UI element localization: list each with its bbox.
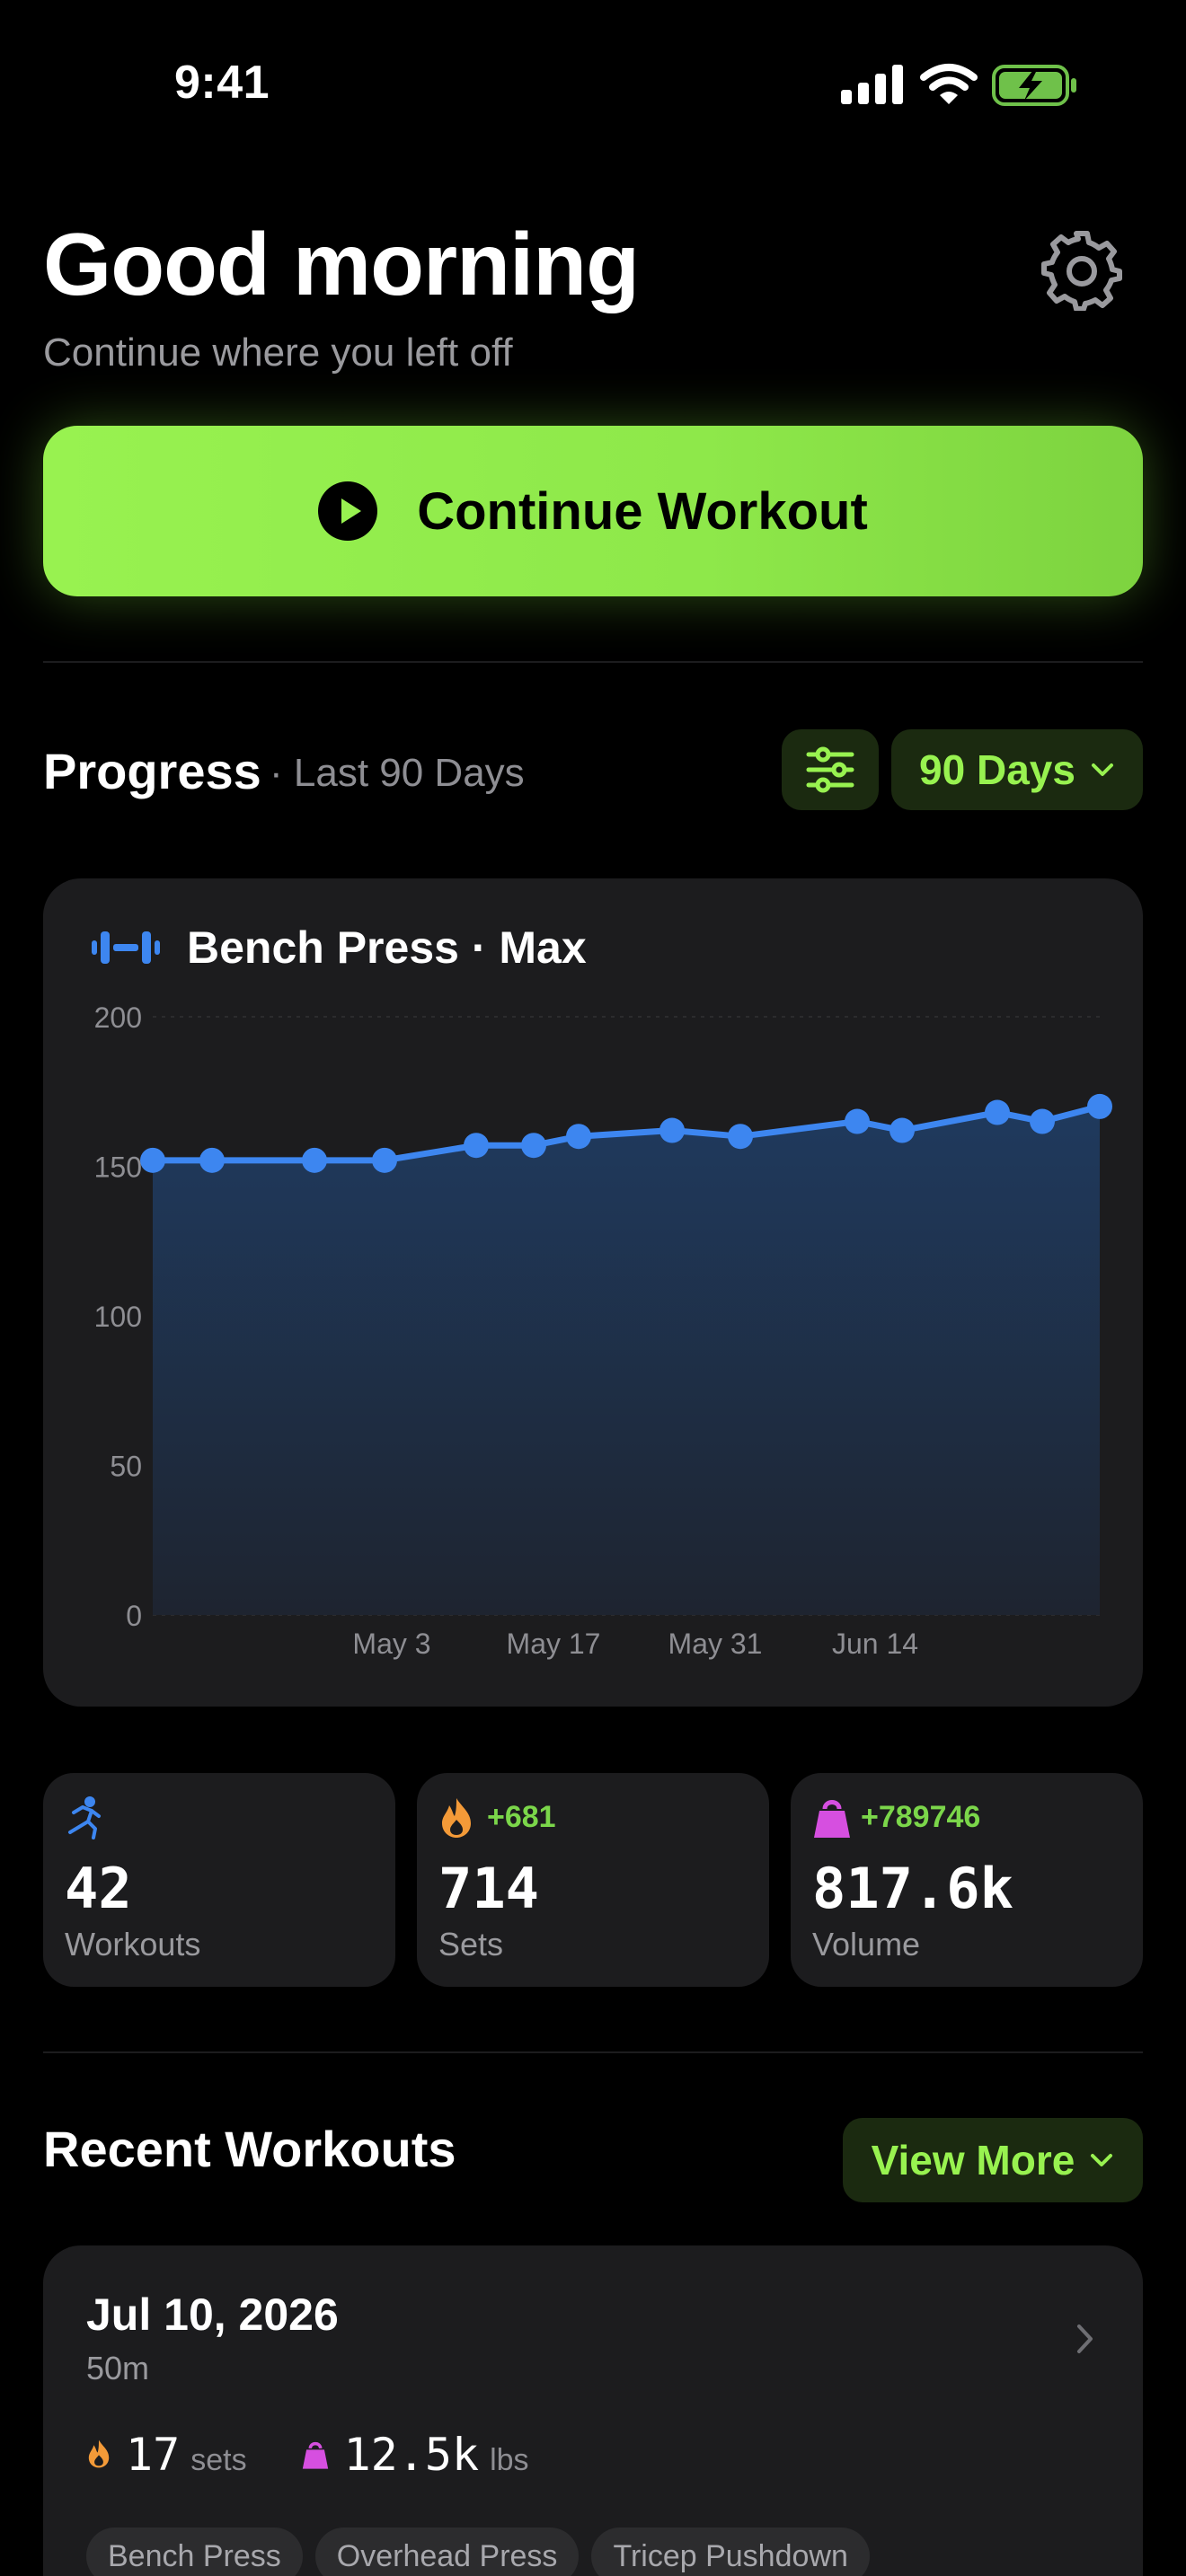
stat-label: Sets xyxy=(438,1926,504,1963)
filter-button[interactable] xyxy=(782,729,879,810)
bench-press-chart: 200 150 100 50 0 May 3 May 17 May 31 Jun 14 xyxy=(94,1001,1112,1660)
data-point[interactable] xyxy=(521,1133,546,1159)
cellular-signal-icon xyxy=(841,65,903,104)
stat-label: Volume xyxy=(812,1926,921,1963)
chevron-down-icon xyxy=(1091,2154,1113,2166)
play-icon xyxy=(318,481,378,541)
chart-area xyxy=(153,1106,1100,1615)
stat-value: 714 xyxy=(438,1856,539,1921)
progress-title: Progress xyxy=(43,743,261,799)
exercise-tag: Overhead Press xyxy=(314,2527,580,2576)
view-more-button[interactable]: View More xyxy=(843,2118,1143,2202)
y-tick-label: 150 xyxy=(94,1151,142,1184)
workout-volume-unit: lbs xyxy=(490,2443,529,2477)
divider xyxy=(43,661,1143,663)
battery-charging-icon xyxy=(992,65,1076,106)
chevron-right-icon[interactable] xyxy=(1075,2321,1096,2357)
view-more-label: View More xyxy=(871,2137,1075,2183)
y-tick-label: 0 xyxy=(126,1600,142,1632)
x-tick-label: May 31 xyxy=(668,1628,763,1660)
range-label: 90 Days xyxy=(919,746,1075,793)
x-tick-label: Jun 14 xyxy=(832,1628,918,1660)
data-point[interactable] xyxy=(1030,1108,1055,1134)
data-point[interactable] xyxy=(464,1133,489,1159)
flame-icon xyxy=(442,1798,471,1838)
data-point[interactable] xyxy=(199,1147,225,1173)
workout-duration: 50m xyxy=(86,2350,150,2386)
y-tick-label: 100 xyxy=(94,1301,142,1333)
continue-workout-button[interactable]: Continue Workout xyxy=(43,426,1143,596)
x-tick-label: May 17 xyxy=(507,1628,601,1660)
stat-card-sets: +681 714 Sets xyxy=(417,1773,769,1987)
runner-icon xyxy=(68,1796,101,1839)
chart-title: Bench Press · Max xyxy=(187,922,587,973)
progress-subtitle: · Last 90 Days xyxy=(270,751,525,795)
stat-delta: +681 xyxy=(487,1800,556,1834)
x-tick-label: May 3 xyxy=(352,1628,430,1660)
exercise-tags: Bench Press Overhead Press Tricep Pushdo… xyxy=(86,2527,870,2576)
data-point[interactable] xyxy=(1087,1093,1112,1119)
exercise-tag: Tricep Pushdown xyxy=(591,2527,870,2576)
stat-value: 817.6k xyxy=(812,1856,1013,1921)
range-dropdown[interactable]: 90 Days xyxy=(891,729,1143,810)
workout-stats: 17 sets 12.5k lbs xyxy=(86,2429,529,2481)
stat-delta: +789746 xyxy=(861,1800,981,1834)
y-tick-label: 50 xyxy=(110,1451,142,1483)
stat-card-workouts: 42 Workouts xyxy=(43,1773,395,1987)
dumbbell-icon xyxy=(92,931,160,964)
workout-volume-value: 12.5k xyxy=(343,2429,480,2481)
kettlebell-icon xyxy=(302,2441,328,2469)
kettlebell-icon xyxy=(814,1800,850,1838)
recent-workouts-title: Recent Workouts xyxy=(43,2121,456,2177)
wifi-icon xyxy=(920,64,978,104)
data-point[interactable] xyxy=(985,1099,1010,1125)
data-point[interactable] xyxy=(566,1124,591,1150)
sliders-icon xyxy=(806,746,854,793)
data-point[interactable] xyxy=(728,1124,753,1150)
y-tick-label: 200 xyxy=(94,1001,142,1034)
workout-sets-value: 17 xyxy=(126,2429,181,2481)
chart-header: Bench Press · Max xyxy=(92,922,587,974)
data-point[interactable] xyxy=(302,1147,327,1173)
workout-card[interactable] xyxy=(43,2245,1143,2576)
data-point[interactable] xyxy=(372,1147,397,1173)
divider xyxy=(43,2051,1143,2053)
gear-icon[interactable] xyxy=(1040,228,1123,311)
exercise-tag: Bench Press xyxy=(86,2527,303,2576)
data-point[interactable] xyxy=(140,1147,165,1173)
page-subtitle: Continue where you left off xyxy=(43,331,513,375)
continue-workout-label: Continue Workout xyxy=(417,481,868,541)
stat-label: Workouts xyxy=(65,1926,201,1963)
status-time: 9:41 xyxy=(174,57,270,109)
chevron-down-icon xyxy=(1091,763,1113,776)
stat-card-volume: +789746 817.6k Volume xyxy=(791,1773,1143,1987)
page-title: Good morning xyxy=(43,215,640,313)
stat-value: 42 xyxy=(65,1856,132,1921)
data-point[interactable] xyxy=(659,1117,685,1143)
workout-sets-unit: sets xyxy=(190,2443,247,2477)
data-point[interactable] xyxy=(845,1108,870,1134)
workout-date: Jul 10, 2026 xyxy=(86,2289,339,2340)
flame-icon xyxy=(88,2439,110,2468)
data-point[interactable] xyxy=(890,1117,915,1143)
